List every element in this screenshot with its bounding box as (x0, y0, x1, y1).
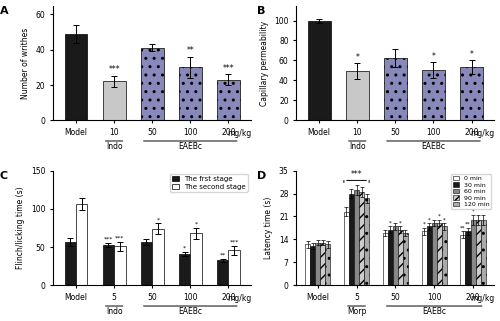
Bar (476, 220, 480, 285)
Text: A: A (0, 5, 8, 15)
Bar (393, 226, 398, 285)
Bar (382, 233, 388, 285)
Text: **: ** (220, 252, 226, 257)
Text: *: * (194, 222, 198, 227)
Bar (436, 223, 442, 285)
Text: *: * (422, 222, 426, 227)
Bar (152, 229, 164, 285)
Text: *: * (438, 214, 440, 219)
Text: D: D (256, 170, 266, 181)
Bar (228, 250, 240, 285)
Bar (217, 260, 228, 285)
Text: EAEBc: EAEBc (422, 142, 446, 151)
Text: mg/kg: mg/kg (227, 129, 252, 138)
Text: *: * (389, 220, 392, 225)
Text: ***: *** (115, 236, 124, 241)
Text: *: * (356, 53, 359, 62)
Text: *: * (428, 217, 430, 222)
Bar (384, 58, 407, 120)
Text: Indo: Indo (106, 142, 122, 151)
Text: *: * (470, 50, 474, 59)
Text: Indo: Indo (349, 142, 366, 151)
Text: ***: *** (108, 65, 120, 74)
Text: mg/kg: mg/kg (227, 294, 252, 303)
Bar (346, 72, 368, 120)
Bar (460, 235, 466, 285)
Bar (480, 220, 486, 285)
Bar (470, 220, 476, 285)
Bar (315, 243, 320, 285)
Bar (442, 226, 447, 285)
Bar (76, 204, 88, 285)
Y-axis label: Capillary permeability: Capillary permeability (260, 20, 268, 106)
Text: ***: *** (222, 64, 234, 73)
Text: ***: *** (350, 170, 362, 179)
Bar (359, 192, 364, 285)
Bar (308, 21, 330, 120)
Text: **: ** (466, 222, 471, 227)
Bar (398, 230, 403, 285)
Text: Morp: Morp (347, 307, 366, 316)
Bar (141, 48, 164, 120)
Bar (320, 243, 325, 285)
Bar (64, 34, 88, 120)
Bar (325, 244, 330, 285)
Text: *: * (399, 220, 402, 225)
Text: *: * (156, 217, 160, 222)
Bar (403, 233, 408, 285)
Bar (354, 190, 359, 285)
Text: Indo: Indo (106, 307, 122, 316)
Bar (466, 231, 470, 285)
Y-axis label: Latency time (s): Latency time (s) (264, 197, 274, 259)
Bar (190, 233, 202, 285)
Text: *: * (183, 246, 186, 251)
Text: *: * (432, 52, 436, 61)
Text: B: B (256, 5, 265, 15)
Bar (432, 223, 436, 285)
Text: ***: *** (104, 236, 113, 241)
Bar (141, 242, 152, 285)
Text: EAEBc: EAEBc (422, 307, 446, 316)
Text: EAEBc: EAEBc (178, 307, 203, 316)
Bar (217, 80, 240, 120)
Bar (349, 194, 354, 285)
Text: ***: *** (230, 239, 239, 244)
Text: *: * (472, 209, 474, 214)
Bar (422, 231, 426, 285)
Legend: The frst stage, The second stage: The frst stage, The second stage (170, 174, 248, 192)
Text: **: ** (460, 225, 466, 230)
Text: *: * (443, 217, 446, 222)
Bar (460, 67, 483, 120)
Legend: 0 min, 30 min, 60 min, 90 min, 120 min: 0 min, 30 min, 60 min, 90 min, 120 min (452, 174, 492, 209)
Bar (102, 245, 114, 285)
Text: C: C (0, 170, 8, 181)
Y-axis label: Flinch/licking time (s): Flinch/licking time (s) (16, 187, 26, 269)
Text: mg/kg: mg/kg (470, 294, 494, 303)
Text: mg/kg: mg/kg (470, 129, 494, 138)
Bar (114, 246, 126, 285)
Bar (364, 198, 369, 285)
Text: EAEBc: EAEBc (178, 142, 203, 151)
Text: **: ** (186, 46, 194, 55)
Bar (179, 67, 202, 120)
Bar (310, 246, 315, 285)
Bar (344, 212, 349, 285)
Bar (305, 244, 310, 285)
Bar (64, 242, 76, 285)
Bar (102, 82, 126, 120)
Bar (388, 230, 393, 285)
Bar (179, 254, 190, 285)
Bar (426, 226, 432, 285)
Bar (422, 70, 445, 120)
Y-axis label: Number of writhes: Number of writhes (21, 27, 30, 99)
